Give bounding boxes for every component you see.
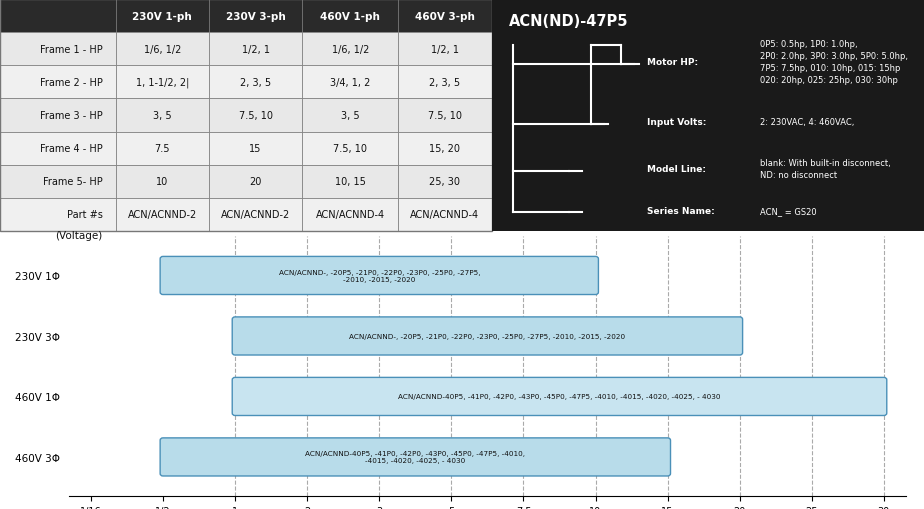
Bar <box>302 66 398 99</box>
FancyBboxPatch shape <box>160 257 599 295</box>
Bar <box>398 132 492 165</box>
Bar <box>209 199 302 232</box>
Bar <box>116 132 209 165</box>
Text: Motor HP:: Motor HP: <box>647 58 699 67</box>
Text: ACN/ACNND-4: ACN/ACNND-4 <box>410 210 480 220</box>
FancyBboxPatch shape <box>232 378 887 416</box>
Text: 1/6, 1/2: 1/6, 1/2 <box>332 45 369 54</box>
Text: ACN/ACNND-2: ACN/ACNND-2 <box>128 210 197 220</box>
Bar <box>0 99 116 132</box>
Text: 1/2, 1: 1/2, 1 <box>431 45 459 54</box>
Bar <box>116 199 209 232</box>
Text: 1, 1-1/2, 2|: 1, 1-1/2, 2| <box>136 77 188 88</box>
Bar <box>209 99 302 132</box>
Bar <box>0 66 116 99</box>
Text: Frame 4 - HP: Frame 4 - HP <box>41 144 103 154</box>
Text: 2: 230VAC, 4: 460VAC,: 2: 230VAC, 4: 460VAC, <box>760 118 854 127</box>
Text: ACN_ = GS20: ACN_ = GS20 <box>760 206 816 215</box>
Bar <box>116 99 209 132</box>
Text: 25, 30: 25, 30 <box>430 177 460 187</box>
Bar <box>116 33 209 66</box>
Bar <box>0 33 116 66</box>
Text: 20: 20 <box>249 177 261 187</box>
Bar <box>0 0 116 33</box>
Text: 15, 20: 15, 20 <box>430 144 460 154</box>
Text: 3, 5: 3, 5 <box>341 111 359 121</box>
Text: 230V 1-ph: 230V 1-ph <box>132 12 192 21</box>
Bar <box>398 66 492 99</box>
FancyBboxPatch shape <box>232 317 743 355</box>
Text: (Voltage): (Voltage) <box>55 231 103 241</box>
Text: 3/4, 1, 2: 3/4, 1, 2 <box>330 78 371 88</box>
Text: 460V 3-ph: 460V 3-ph <box>415 12 475 21</box>
Bar <box>116 66 209 99</box>
Text: 2, 3, 5: 2, 3, 5 <box>430 78 460 88</box>
Text: 2, 3, 5: 2, 3, 5 <box>240 78 271 88</box>
Text: 3, 5: 3, 5 <box>152 111 172 121</box>
Bar <box>0 132 116 165</box>
Text: ACN/ACNND-, -20P5, -21P0, -22P0, -23P0, -25P0, -27P5,
-2010, -2015, -2020: ACN/ACNND-, -20P5, -21P0, -22P0, -23P0, … <box>278 269 480 282</box>
Bar <box>0 165 116 199</box>
Text: Frame 3 - HP: Frame 3 - HP <box>41 111 103 121</box>
Bar <box>302 33 398 66</box>
Bar <box>116 0 209 33</box>
Text: Series Name:: Series Name: <box>647 206 715 215</box>
Text: 7.5, 10: 7.5, 10 <box>334 144 367 154</box>
Text: 7.5, 10: 7.5, 10 <box>238 111 273 121</box>
Text: Frame 2 - HP: Frame 2 - HP <box>41 78 103 88</box>
Bar <box>302 199 398 232</box>
Bar <box>209 66 302 99</box>
Text: Input Volts:: Input Volts: <box>647 118 707 127</box>
Text: 15: 15 <box>249 144 261 154</box>
Text: 10, 15: 10, 15 <box>334 177 366 187</box>
Bar <box>209 33 302 66</box>
Text: 10: 10 <box>156 177 168 187</box>
Bar <box>209 0 302 33</box>
Text: 0P5: 0.5hp, 1P0: 1.0hp,
2P0: 2.0hp, 3P0: 3.0hp, 5P0: 5.0hp,
7P5: 7.5hp, 010: 10h: 0P5: 0.5hp, 1P0: 1.0hp, 2P0: 2.0hp, 3P0:… <box>760 40 907 84</box>
Text: ACN(ND)-47P5: ACN(ND)-47P5 <box>509 14 628 29</box>
Bar <box>302 99 398 132</box>
Bar <box>302 0 398 33</box>
Bar <box>398 33 492 66</box>
Text: 7.5, 10: 7.5, 10 <box>428 111 462 121</box>
Bar <box>398 199 492 232</box>
Text: 460V 1-ph: 460V 1-ph <box>321 12 380 21</box>
Text: 1/6, 1/2: 1/6, 1/2 <box>143 45 181 54</box>
Text: ACN/ACNND-, -20P5, -21P0, -22P0, -23P0, -25P0, -27P5, -2010, -2015, -2020: ACN/ACNND-, -20P5, -21P0, -22P0, -23P0, … <box>349 333 626 340</box>
Bar <box>302 132 398 165</box>
Text: ACN/ACNND-40P5, -41P0, -42P0, -43P0, -45P0, -47P5, -4010,
-4015, -4020, -4025, -: ACN/ACNND-40P5, -41P0, -42P0, -43P0, -45… <box>305 450 526 464</box>
Bar <box>209 132 302 165</box>
Text: 1/2, 1: 1/2, 1 <box>241 45 270 54</box>
Bar <box>209 165 302 199</box>
Bar <box>398 165 492 199</box>
Text: Model Line:: Model Line: <box>647 164 706 174</box>
FancyBboxPatch shape <box>160 438 671 476</box>
Text: Frame 1 - HP: Frame 1 - HP <box>41 45 103 54</box>
Text: Part #s: Part #s <box>67 210 103 220</box>
Bar <box>302 165 398 199</box>
Text: 230V 3-ph: 230V 3-ph <box>225 12 286 21</box>
Text: ACN/ACNND-4: ACN/ACNND-4 <box>316 210 384 220</box>
Text: 7.5: 7.5 <box>154 144 170 154</box>
Bar <box>398 0 492 33</box>
Bar <box>116 165 209 199</box>
Text: ACN/ACNND-40P5, -41P0, -42P0, -43P0, -45P0, -47P5, -4010, -4015, -4020, -4025, -: ACN/ACNND-40P5, -41P0, -42P0, -43P0, -45… <box>398 393 721 400</box>
Bar <box>0 199 116 232</box>
Bar <box>398 99 492 132</box>
Text: blank: With built-in disconnect,
ND: no disconnect: blank: With built-in disconnect, ND: no … <box>760 159 891 180</box>
Text: ACN/ACNND-2: ACN/ACNND-2 <box>221 210 290 220</box>
Text: Frame 5- HP: Frame 5- HP <box>43 177 103 187</box>
